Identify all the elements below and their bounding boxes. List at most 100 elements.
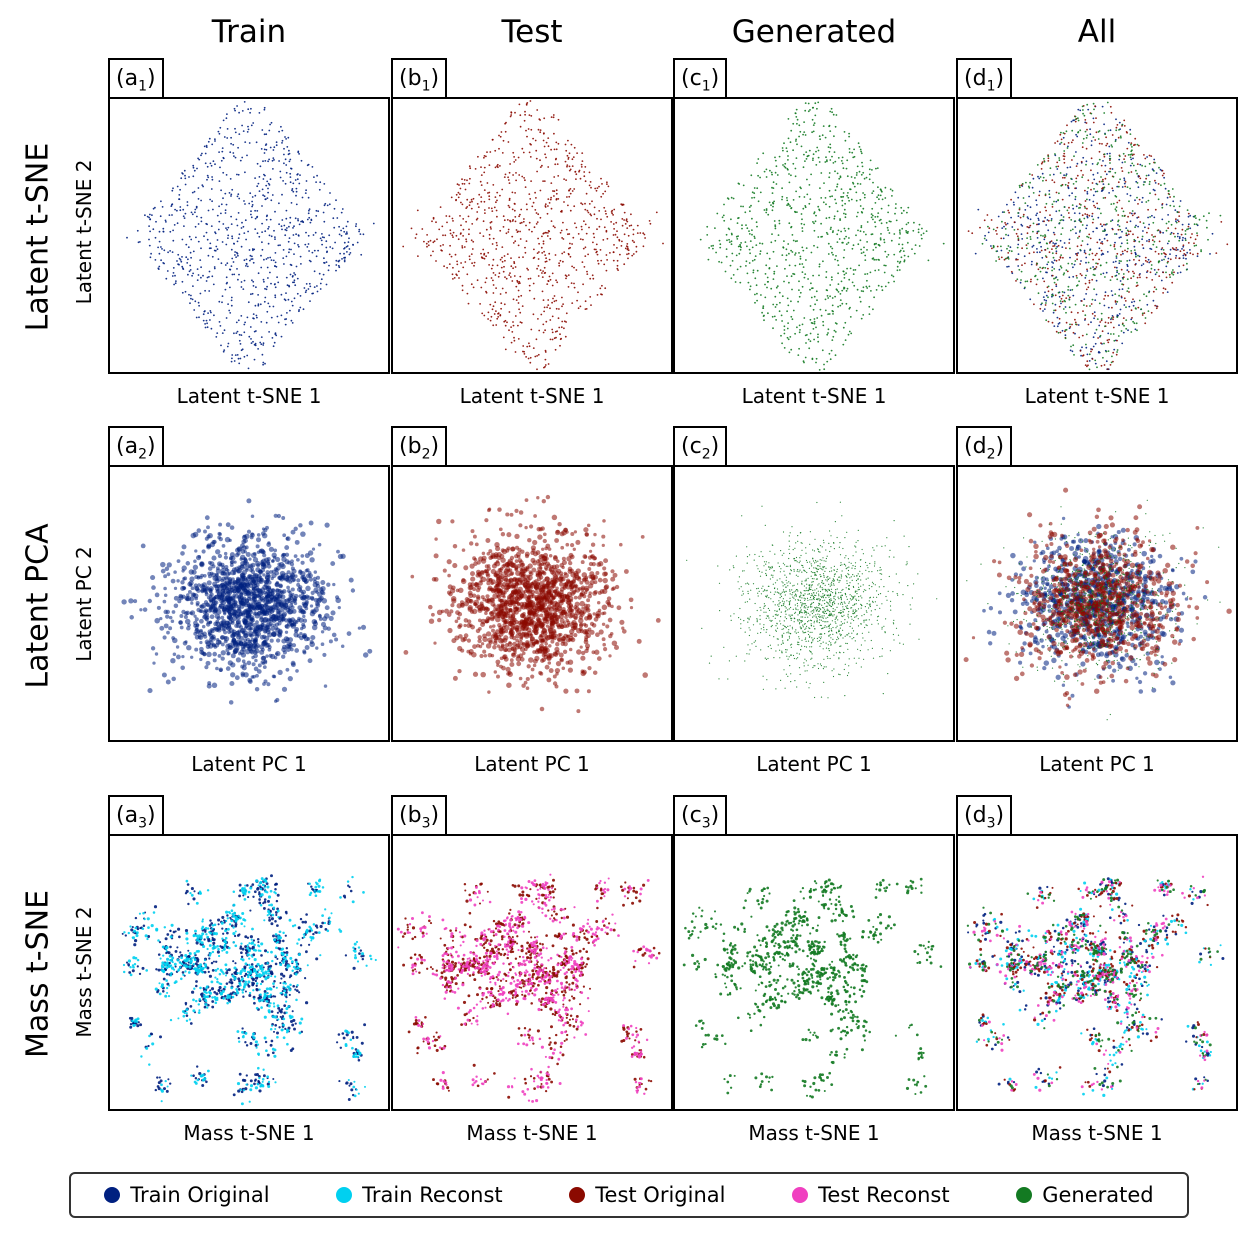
scatter-point [1029, 238, 1032, 241]
scatter-point [1127, 287, 1130, 290]
scatter-point [818, 161, 821, 163]
scatter-point [1107, 322, 1110, 324]
scatter-point [243, 101, 246, 103]
scatter-point [1090, 350, 1092, 353]
scatter-point [517, 338, 520, 340]
scatter-point [1120, 268, 1123, 271]
scatter-point [1092, 218, 1095, 221]
column-title-train: Train [211, 14, 287, 50]
scatter-point [511, 191, 514, 194]
scatter-point [564, 160, 567, 163]
scatter-point [504, 122, 506, 125]
scatter-point [547, 205, 549, 207]
scatter-point [308, 577, 314, 582]
scatter-point [570, 143, 573, 146]
scatter-point [257, 348, 259, 350]
scatter-point [605, 230, 608, 233]
scatter-point [560, 210, 562, 213]
scatter-point [171, 275, 174, 277]
scatter-point [1141, 201, 1143, 203]
scatter-point [166, 270, 169, 272]
scatter-point [860, 290, 863, 292]
scatter-point [1070, 120, 1073, 123]
scatter-point [1151, 239, 1154, 242]
scatter-point [1048, 251, 1051, 254]
scatter-point [453, 277, 456, 279]
scatter-point [875, 242, 877, 245]
scatter-point [868, 313, 871, 315]
scatter-point [1092, 230, 1095, 233]
scatter-point [215, 336, 218, 338]
scatter-point [496, 163, 499, 166]
scatter-point [528, 221, 531, 224]
scatter-point [1074, 187, 1076, 190]
scatter-point [217, 531, 222, 536]
scatter-point [1165, 222, 1168, 225]
scatter-point [509, 272, 511, 274]
scatter-point [1059, 239, 1062, 242]
scatter-point [465, 220, 467, 223]
scatter-point [571, 265, 573, 268]
scatter-point [816, 317, 819, 319]
scatter-point [483, 209, 486, 211]
scatter-point [1095, 117, 1097, 119]
scatter-point [211, 178, 214, 181]
scatter-point [491, 264, 494, 267]
scatter-point [1078, 212, 1081, 215]
scatter-point [773, 315, 776, 318]
scatter-point [254, 177, 256, 179]
scatter-point [1091, 298, 1094, 301]
scatter-point [281, 139, 284, 142]
scatter-point [870, 213, 873, 215]
scatter-point [873, 296, 875, 299]
scatter-point [315, 590, 319, 594]
scatter-point [1127, 154, 1130, 156]
scatter-point [770, 204, 772, 206]
scatter-point [875, 289, 878, 291]
scatter-point [1116, 271, 1118, 274]
scatter-point [1169, 204, 1172, 207]
scatter-point [793, 273, 796, 276]
scatter-point [1046, 263, 1049, 266]
scatter-point [1171, 271, 1173, 274]
scatter-point [254, 194, 257, 197]
scatter-point [154, 236, 157, 239]
scatter-point [230, 304, 233, 307]
scatter-point [289, 562, 295, 567]
scatter-point [852, 273, 855, 275]
scatter-point [255, 537, 262, 543]
scatter-point [1131, 317, 1133, 319]
scatter-point [234, 109, 236, 112]
scatter-point [542, 180, 544, 182]
column-title-generated: Generated [731, 14, 897, 50]
scatter-point [1022, 197, 1025, 199]
scatter-point [490, 207, 493, 210]
scatter-point [249, 326, 252, 328]
scatter-point [1081, 146, 1084, 149]
scatter-point [536, 368, 538, 371]
panel-tag-b1: (b1) [391, 58, 448, 97]
scatter-point [788, 281, 790, 284]
scatter-point [1085, 293, 1087, 295]
scatter-point [511, 280, 514, 282]
scatter-point [231, 188, 234, 191]
scatter-point [869, 159, 872, 162]
scatter-point [1150, 155, 1153, 157]
scatter-point [252, 313, 255, 315]
scatter-point [245, 238, 248, 241]
scatter-point [879, 218, 882, 221]
scatter-point [551, 331, 554, 334]
scatter-point [499, 135, 502, 138]
scatter-point [1174, 227, 1177, 230]
scatter-point [1095, 279, 1098, 282]
scatter-point [856, 182, 859, 185]
scatter-point [1079, 248, 1082, 251]
scatter-point [253, 358, 256, 361]
scatter-point [1179, 271, 1182, 274]
scatter-point [803, 131, 806, 133]
scatter-point [790, 129, 793, 132]
scatter-point [223, 349, 226, 351]
scatter-point [501, 260, 504, 263]
scatter-point [549, 198, 552, 201]
scatter-point [858, 296, 861, 299]
